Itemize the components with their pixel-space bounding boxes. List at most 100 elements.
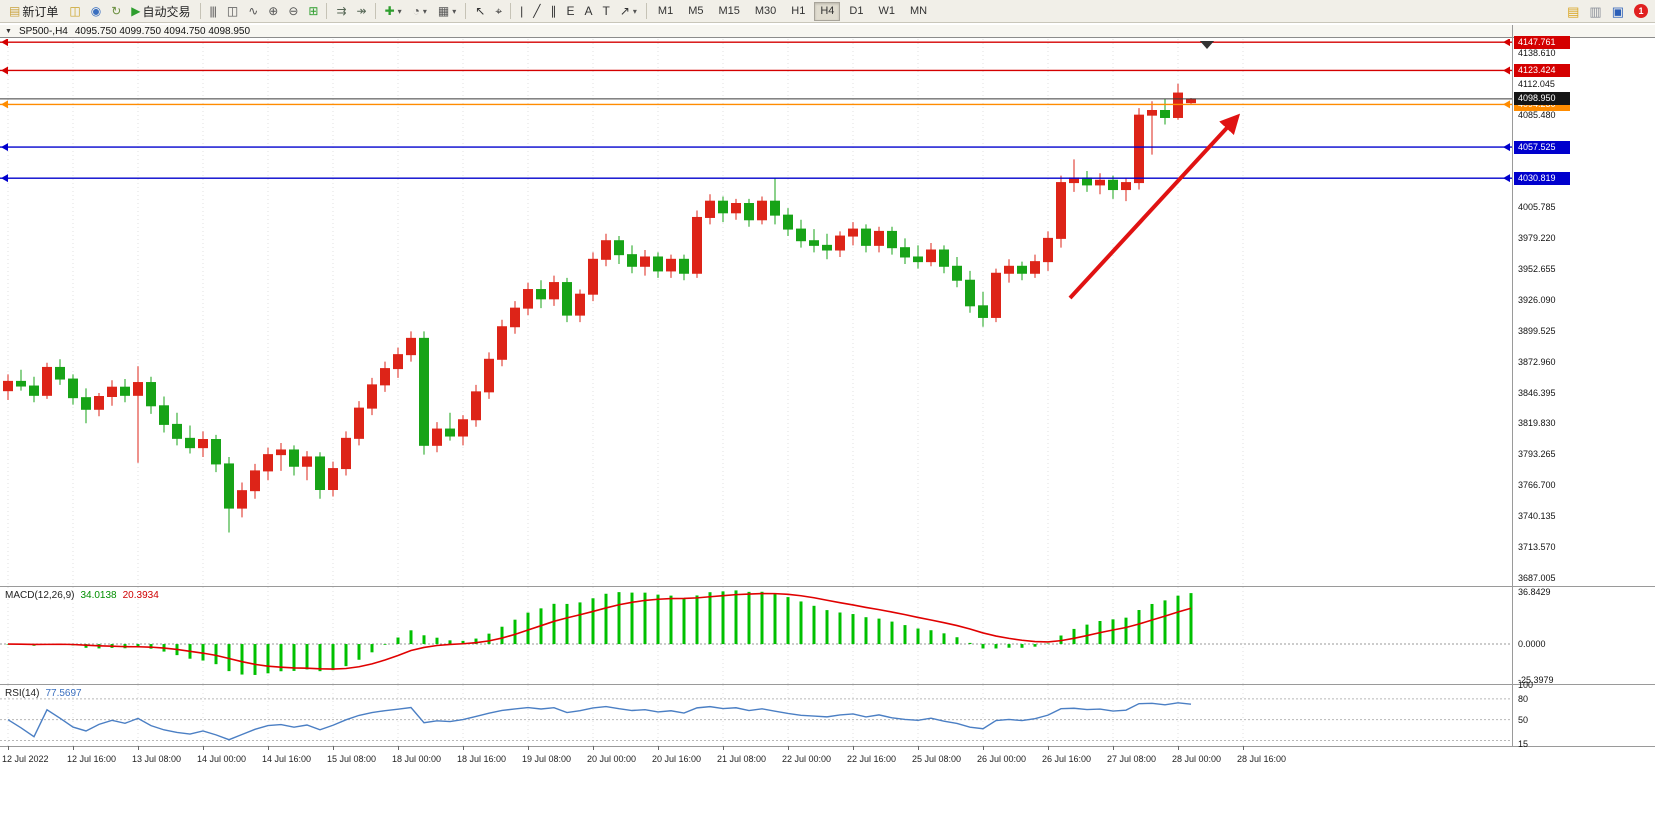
- rsi-axis-label: 100: [1518, 680, 1534, 690]
- candle-chart-icon: ◫: [226, 4, 238, 18]
- text-label-button[interactable]: T: [598, 1, 614, 22]
- time-tick: [463, 746, 464, 750]
- tick-chart-button[interactable]: ◫: [64, 1, 84, 22]
- timeframe-MN[interactable]: MN: [909, 5, 928, 17]
- new-order-button[interactable]: ▤ 新订单: [4, 1, 63, 22]
- time-label: 19 Jul 08:00: [522, 754, 572, 764]
- equidistant-channel-button[interactable]: ∥: [545, 1, 560, 22]
- auto-trading-button[interactable]: ▶ 自动交易: [126, 1, 195, 22]
- trendline-button[interactable]: ╱: [528, 1, 544, 22]
- chart-shift-button[interactable]: ↠: [352, 1, 371, 22]
- chart-menu-icon[interactable]: ▼: [5, 27, 12, 35]
- indicators-icon: ✚: [384, 4, 395, 18]
- time-tick: [268, 746, 269, 750]
- macd-histogram: [6, 590, 1193, 675]
- zoom-out-button[interactable]: ⊖: [283, 1, 302, 22]
- time-label: 12 Jul 16:00: [67, 754, 117, 764]
- tile-windows-button[interactable]: ⊞: [303, 1, 322, 22]
- toolbar-separator: [326, 3, 328, 19]
- rsi-label: RSI(14) 77.5697: [5, 688, 82, 699]
- time-label: 20 Jul 16:00: [652, 754, 702, 764]
- line-chart-button[interactable]: ∿: [243, 1, 262, 22]
- new-order-icon: ▤: [9, 4, 20, 18]
- caret-down-icon: ▾: [422, 6, 427, 16]
- price-tick: 3793.265: [1518, 449, 1556, 460]
- price-tick: 4085.480: [1518, 109, 1556, 120]
- text-button[interactable]: A: [579, 1, 596, 22]
- time-label: 14 Jul 00:00: [197, 754, 247, 764]
- time-tick: [853, 746, 854, 750]
- timeframe-H4[interactable]: H4: [814, 1, 841, 21]
- rsi-axis-label: 15: [1518, 738, 1529, 749]
- candlestick-chart[interactable]: [0, 39, 1512, 586]
- rsi-axis-label: 50: [1518, 714, 1529, 725]
- crosshair-button[interactable]: ⌖: [490, 1, 506, 22]
- timeframe-M5[interactable]: M5: [688, 5, 704, 17]
- templates-icon: ▦: [437, 4, 449, 18]
- rsi-panel-divider[interactable]: [0, 684, 1655, 685]
- arrows-icon: ↗: [619, 4, 630, 18]
- time-tick: [658, 746, 659, 750]
- zoom-in-button[interactable]: ⊕: [263, 1, 282, 22]
- time-tick: [398, 746, 399, 750]
- price-tick: 3819.830: [1518, 418, 1556, 429]
- refresh-icon: ↻: [111, 4, 121, 18]
- candle-chart-button[interactable]: ◫: [222, 1, 242, 22]
- candles: [3, 83, 1196, 533]
- time-tick: [138, 746, 139, 750]
- auto-scroll-button[interactable]: ⇉: [331, 1, 350, 22]
- auto-trading-label: 自动交易: [142, 4, 191, 19]
- market-watch-button[interactable]: ◉: [86, 1, 105, 22]
- horizontal-lines: [0, 39, 1512, 183]
- grid-lines: [7, 39, 1244, 586]
- toolbar: ▤ 新订单 ◫ ◉ ↻ ▶ 自动交易 ||| ◫ ∿ ⊕ ⊖ ⊞ ⇉ ↠ ✚ ▾ ◔ ▾ ▦ ▾ ↖ ⌖ | ╱ ∥ E A T ↗ ▾ M1…: [0, 0, 1655, 23]
- arrows-button[interactable]: ↗ ▾: [615, 1, 642, 22]
- indicators-button[interactable]: ✚ ▾: [380, 1, 407, 22]
- macd-panel-divider[interactable]: [0, 586, 1655, 587]
- timeframe-M30[interactable]: M30: [754, 5, 777, 17]
- periods-button[interactable]: ◔ ▾: [408, 1, 432, 22]
- time-tick: [8, 746, 9, 750]
- news-icon[interactable]: ▤: [1567, 3, 1580, 19]
- time-label: 28 Jul 16:00: [1237, 754, 1287, 764]
- bar-chart-icon: |||: [209, 4, 217, 18]
- alerts-icon[interactable]: ▥: [1589, 3, 1602, 19]
- timeframe-H1[interactable]: H1: [791, 5, 806, 17]
- macd-panel[interactable]: [0, 587, 1512, 684]
- time-tick: [1048, 746, 1049, 750]
- new-order-label: 新订单: [22, 4, 59, 19]
- price-tick: 4112.045: [1518, 78, 1555, 89]
- refresh-button[interactable]: ↻: [106, 1, 125, 22]
- zoom-in-icon: ⊕: [268, 4, 278, 18]
- timeframe-M1[interactable]: M1: [657, 5, 674, 17]
- rsi-panel[interactable]: [0, 685, 1512, 746]
- time-tick: [788, 746, 789, 750]
- caret-down-icon: ▾: [397, 6, 402, 16]
- timeframe-W1[interactable]: W1: [878, 5, 895, 17]
- time-label: 12 Jul 2022: [2, 754, 49, 764]
- timeframe-M15[interactable]: M15: [718, 5, 740, 17]
- chart-ohlc: 4095.750 4099.750 4094.750 4098.950: [74, 25, 251, 37]
- time-tick: [73, 746, 74, 750]
- notification-badge[interactable]: 1: [1634, 4, 1648, 18]
- time-label: 22 Jul 00:00: [782, 754, 832, 764]
- chart-title-bar: ▼ SP500-,H4 4095.750 4099.750 4094.750 4…: [0, 25, 1655, 38]
- cursor-button[interactable]: ↖: [470, 1, 489, 22]
- macd-axis-label: 0.0000: [1518, 639, 1546, 650]
- toolbar-separator: [645, 3, 647, 19]
- bar-chart-button[interactable]: |||: [205, 1, 221, 22]
- vertical-line-button[interactable]: |: [515, 1, 527, 22]
- price-axis: 4138.6104112.0454085.4804058.9154032.350…: [1513, 0, 1655, 818]
- market-watch-icon: ◉: [90, 4, 102, 18]
- templates-button[interactable]: ▦ ▾: [433, 1, 461, 22]
- time-label: 13 Jul 08:00: [132, 754, 182, 764]
- timeframe-D1[interactable]: D1: [849, 5, 864, 17]
- toolbar-separator: [199, 3, 201, 19]
- fibonacci-button[interactable]: E: [561, 1, 578, 22]
- chat-icon[interactable]: ▣: [1611, 3, 1624, 19]
- time-label: 26 Jul 16:00: [1042, 754, 1092, 764]
- time-tick: [983, 746, 984, 750]
- equidistant-channel-icon: ∥: [550, 4, 556, 18]
- trendline-icon: ╱: [533, 4, 540, 18]
- vertical-line-icon: |: [520, 4, 523, 18]
